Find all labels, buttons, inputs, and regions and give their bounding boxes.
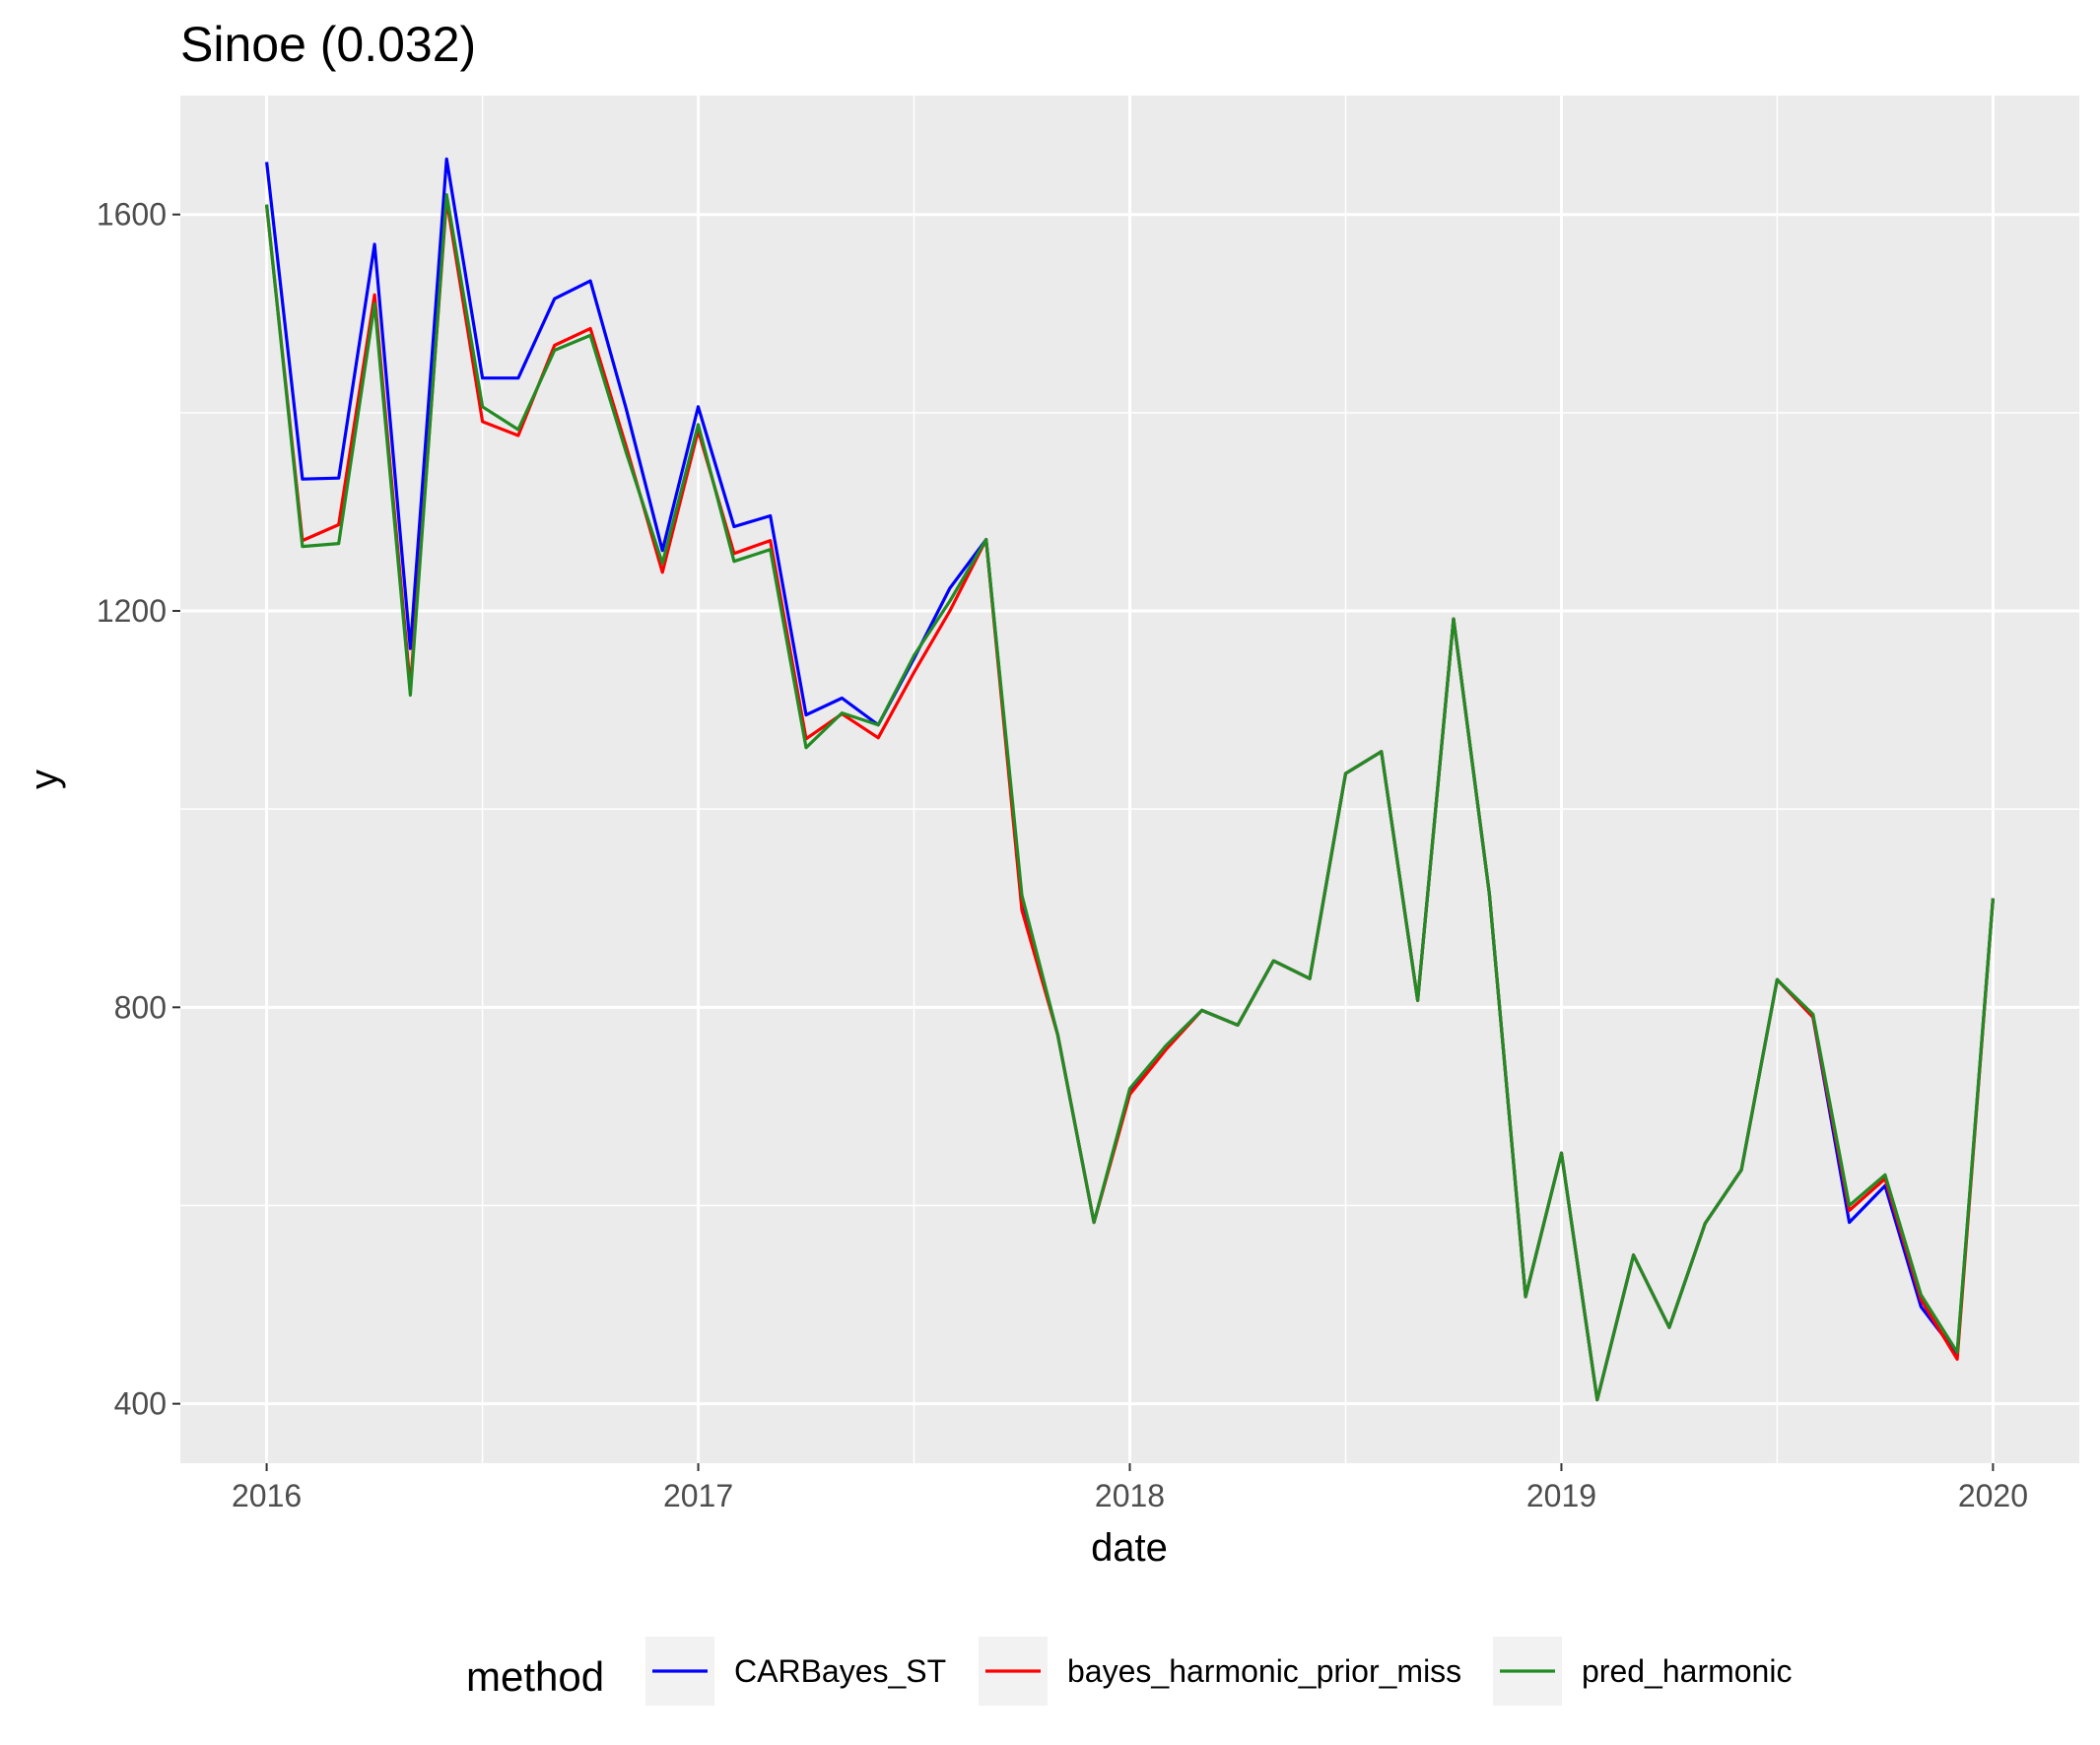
legend-label-CARBayes_ST: CARBayes_ST [734,1653,946,1689]
legend: method CARBayes_ST bayes_harmonic_prior_m… [466,1637,1792,1706]
x-tick-label: 2017 [663,1478,733,1513]
chart-title: Sinoe (0.032) [180,17,476,72]
x-tick-label: 2020 [1958,1478,2028,1513]
series-line-pred_harmonic [265,193,1995,1402]
y-axis-tick-labels: 400 800 1200 1600 [97,197,167,1422]
y-axis-title: y [23,770,66,789]
x-axis-tick-labels: 2016 2017 2018 2019 2020 [232,1478,2028,1513]
x-axis-title: date [1091,1526,1168,1570]
series-lines [265,157,1995,1402]
legend-label-bayes_harmonic_prior_miss: bayes_harmonic_prior_miss [1067,1653,1461,1689]
x-tick-label: 2018 [1095,1478,1165,1513]
legend-title: method [466,1653,604,1700]
y-tick-label: 400 [114,1386,167,1422]
axis-ticks [172,213,1995,1471]
legend-label-pred_harmonic: pred_harmonic [1582,1653,1792,1689]
y-tick-label: 1200 [97,593,167,629]
major-gridlines [180,96,2079,1463]
y-tick-label: 1600 [97,197,167,233]
x-tick-label: 2019 [1526,1478,1596,1513]
x-tick-label: 2016 [232,1478,302,1513]
y-tick-label: 800 [114,989,167,1025]
